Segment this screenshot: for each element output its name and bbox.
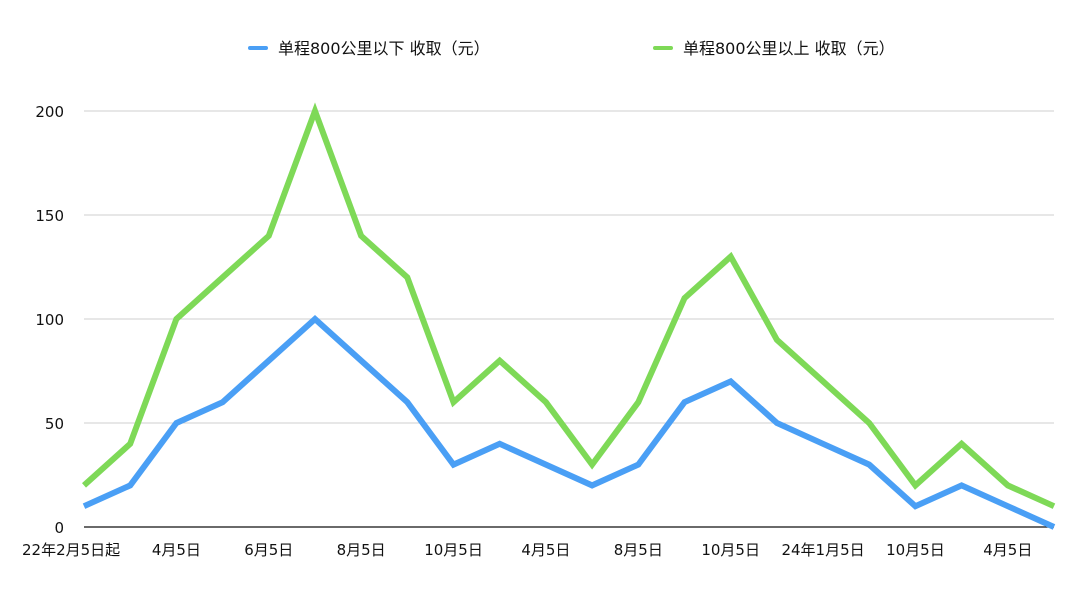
x-tick-label: 10月5日 <box>424 541 483 559</box>
x-tick-label: 8月5日 <box>337 541 386 559</box>
legend: 单程800公里以下 收取（元） 单程800公里以上 收取（元） <box>248 39 895 58</box>
x-tick-label: 10月5日 <box>886 541 945 559</box>
x-tick-label: 4月5日 <box>983 541 1032 559</box>
legend-label: 单程800公里以上 收取（元） <box>683 39 895 58</box>
x-tick-label: 4月5日 <box>152 541 201 559</box>
legend-label: 单程800公里以下 收取（元） <box>278 39 490 58</box>
y-tick-label: 50 <box>45 415 64 433</box>
y-axis: 0 50 100 150 200 <box>35 103 64 537</box>
y-tick-label: 0 <box>54 519 64 537</box>
x-axis: 22年2月5日起 4月5日 6月5日 8月5日 10月5日 4月5日 8月5日 10月5日 24… <box>22 526 1054 559</box>
gridlines <box>84 110 1054 424</box>
series-line-0 <box>82 314 1056 530</box>
x-tick-label: 4月5日 <box>521 541 570 559</box>
y-tick-label: 150 <box>35 207 64 225</box>
x-tick-label: 24年1月5日 <box>781 541 864 559</box>
x-tick-label: 22年2月5日起 <box>22 541 120 559</box>
x-tick-label: 8月5日 <box>614 541 663 559</box>
y-tick-label: 100 <box>35 311 64 329</box>
series-line-1 <box>81 102 1056 509</box>
x-tick-label: 6月5日 <box>244 541 293 559</box>
y-tick-label: 200 <box>35 103 64 121</box>
series-lines <box>81 102 1056 530</box>
x-tick-label: 10月5日 <box>701 541 760 559</box>
